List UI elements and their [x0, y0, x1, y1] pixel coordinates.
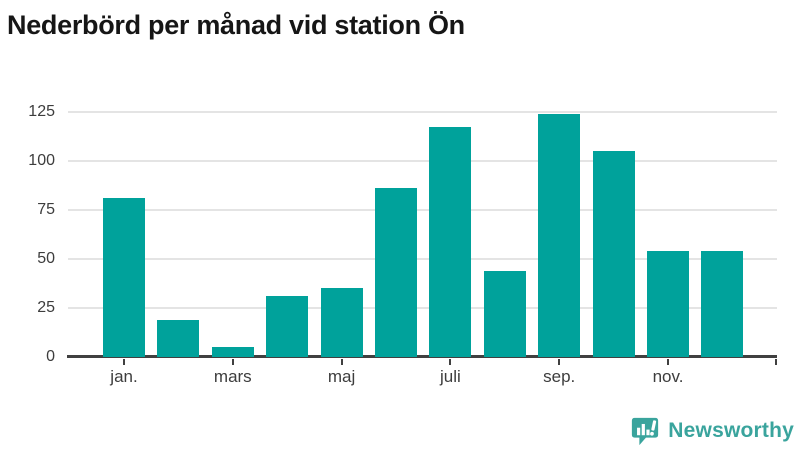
bar-jan. [103, 198, 145, 357]
x-tick-label-maj: maj [327, 367, 356, 386]
gridline-25 [68, 306, 777, 309]
x-tick-jan. [123, 359, 125, 365]
x-tick-label-nov.: nov. [652, 367, 684, 386]
bar-maj [320, 288, 363, 357]
bar-nov. [647, 251, 689, 357]
x-axis-line [67, 355, 777, 358]
y-tick-label-25: 25 [37, 298, 55, 316]
plot-area: 0 25 50 75 100 125 jan. mars maj juli sep. nov. [28, 90, 777, 386]
bar-sep. [538, 113, 581, 357]
y-tick-label-125: 125 [28, 102, 55, 120]
y-tick-label-75: 75 [37, 200, 55, 218]
x-tick-label-juli: juli [439, 367, 461, 386]
bar-aug. [483, 270, 526, 357]
gridline-125 [68, 110, 777, 113]
newsworthy-logo: Newsworthy [630, 416, 794, 446]
brand-name: Newsworthy [668, 419, 794, 442]
gridline-50 [68, 257, 777, 260]
gridline-75 [68, 208, 777, 211]
y-tick-label-50: 50 [37, 249, 55, 267]
x-tick-nov. [667, 359, 669, 365]
gridline-100 [68, 159, 777, 162]
bar-apr. [266, 296, 309, 357]
bar-mars [211, 347, 254, 357]
x-axis-end-tick [775, 359, 777, 365]
y-tick-label-0: 0 [46, 348, 55, 365]
bar-juli [429, 127, 472, 357]
x-tick-label-sep.: sep. [543, 367, 576, 386]
x-tick-label-jan.: jan. [110, 367, 138, 386]
bar-juni [375, 188, 417, 357]
x-tick-label-mars: mars [213, 367, 252, 386]
page-title: Nederbörd per månad vid station Ön [7, 10, 465, 40]
x-tick-juli [449, 359, 452, 365]
bar-okt. [592, 150, 635, 357]
x-tick-mars [231, 359, 234, 365]
bar-feb. [157, 319, 200, 357]
y-tick-label-100: 100 [28, 151, 55, 169]
x-tick-maj [340, 359, 343, 365]
bar-dec. [701, 251, 744, 357]
bar-chart-speech-bubble-icon [630, 416, 660, 446]
x-tick-sep. [558, 359, 561, 365]
